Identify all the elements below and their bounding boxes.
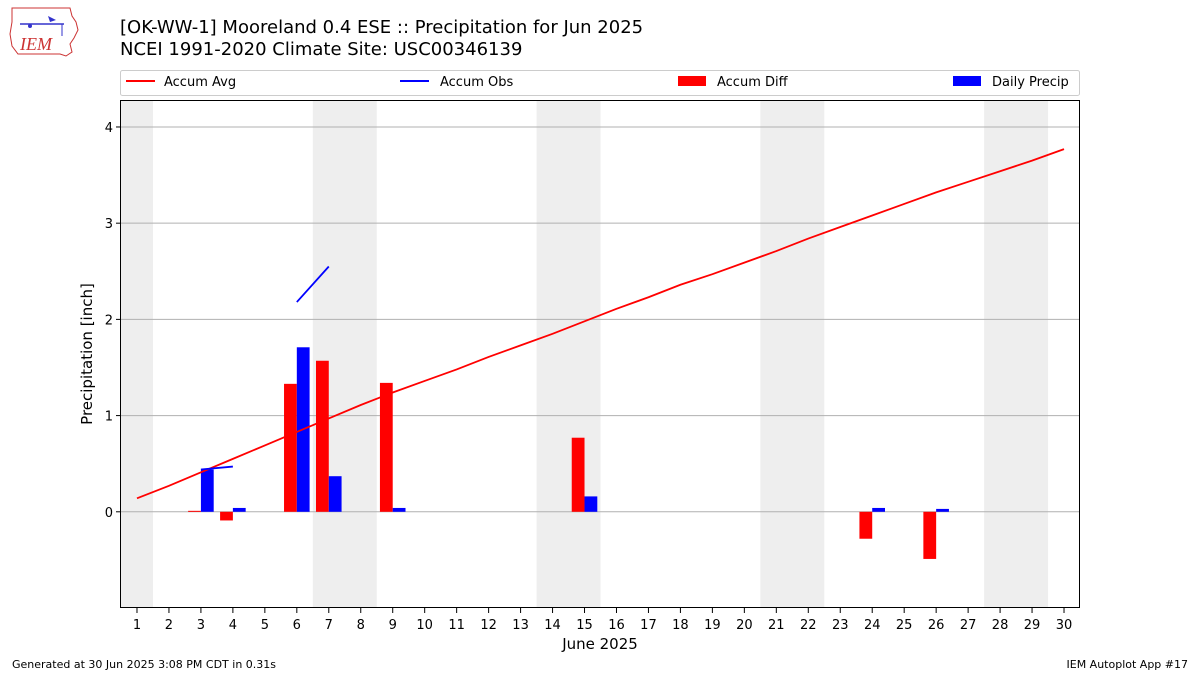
x-tick-label: 29	[1024, 618, 1041, 633]
chart-title: [OK-WW-1] Mooreland 0.4 ESE :: Precipita…	[120, 17, 644, 38]
x-tick-label: 23	[832, 618, 849, 633]
x-tick-label: 11	[448, 618, 465, 633]
daily-precip-bar	[200, 469, 214, 512]
x-tick-label: 30	[1056, 618, 1073, 633]
accum-diff-bar	[315, 360, 329, 512]
x-tick-label: 25	[896, 618, 913, 633]
accum-diff-bar	[188, 510, 201, 512]
daily-precip-bar	[872, 507, 886, 512]
gridlines	[121, 126, 1080, 513]
accum-diff-bar	[571, 437, 585, 512]
legend: Accum Avg Accum Obs Accum Diff Daily Pre…	[120, 70, 1080, 96]
legend-swatch-daily-precip	[953, 76, 981, 86]
x-tick-label: 2	[165, 618, 173, 633]
x-tick-label: 16	[608, 618, 625, 633]
x-axis-label: June 2025	[561, 635, 638, 653]
x-tick-label: 1	[133, 618, 141, 633]
x-tick-label: 21	[768, 618, 785, 633]
y-tick-label: 1	[105, 410, 113, 425]
legend-swatch-accum-diff	[678, 76, 706, 86]
x-tick-label: 26	[928, 618, 945, 633]
y-tick-label: 0	[105, 506, 113, 521]
footer-app: IEM Autoplot App #17	[1066, 658, 1189, 671]
y-tick-label: 4	[105, 121, 113, 136]
x-tick-label: 13	[512, 618, 529, 633]
accum-diff-bar	[859, 511, 873, 539]
accum-diff-bar	[220, 511, 233, 521]
weekend-shade	[536, 101, 601, 608]
accum-avg-line	[136, 148, 1065, 500]
accum-diff-bar	[923, 511, 937, 559]
x-tick-label: 14	[544, 618, 561, 633]
daily-precip-bar	[232, 507, 246, 512]
legend-label-accum-avg: Accum Avg	[164, 75, 236, 90]
legend-label-daily-precip: Daily Precip	[992, 75, 1069, 90]
x-tick-label: 17	[640, 618, 657, 633]
x-tick-label: 28	[992, 618, 1009, 633]
y-axis-label: Precipitation [inch]	[78, 283, 96, 425]
x-tick-label: 7	[325, 618, 333, 633]
accum-diff-bar	[284, 383, 297, 512]
daily-precip-bar	[296, 347, 310, 512]
footer-generated: Generated at 30 Jun 2025 3:08 PM CDT in …	[12, 658, 277, 671]
y-tick-label: 2	[105, 313, 113, 328]
daily-precip-bar	[936, 508, 949, 512]
daily-precip-bar	[392, 507, 406, 512]
chart-subtitle: NCEI 1991-2020 Climate Site: USC00346139	[120, 39, 523, 60]
x-tick-label: 4	[229, 618, 237, 633]
x-tick-label: 12	[480, 618, 497, 633]
x-tick-label: 27	[960, 618, 977, 633]
weekend-shade	[760, 101, 825, 608]
legend-label-accum-obs: Accum Obs	[440, 75, 513, 90]
weekend-shade	[984, 101, 1049, 608]
x-tick-label: 24	[864, 618, 881, 633]
legend-label-accum-diff: Accum Diff	[717, 75, 789, 90]
x-tick-label: 5	[261, 618, 269, 633]
x-tick-label: 8	[357, 618, 365, 633]
daily-precip-bar	[584, 496, 598, 512]
x-tick-label: 19	[704, 618, 721, 633]
weekend-shade	[121, 101, 153, 608]
lines	[136, 148, 1065, 500]
daily-precip-bar	[328, 476, 342, 512]
x-axis: 1 2 3 4 5 6 7 8 9 10 11 12 13 14 15 16 17 18 19 20 21 22 23 24 2…	[133, 608, 1072, 633]
x-tick-label: 15	[576, 618, 593, 633]
iem-logo: IEM	[9, 7, 79, 57]
weekend-shade	[312, 101, 377, 608]
legend-frame	[120, 70, 1080, 96]
accum-obs-line	[296, 265, 330, 303]
bars	[188, 347, 949, 559]
x-tick-label: 10	[416, 618, 433, 633]
x-tick-label: 9	[389, 618, 397, 633]
plot-frame	[120, 100, 1080, 608]
y-tick-label: 3	[105, 217, 113, 232]
x-tick-label: 22	[800, 618, 817, 633]
logo-text: IEM	[19, 34, 53, 54]
accum-obs-line	[200, 465, 233, 471]
accum-diff-bar	[379, 382, 393, 512]
x-tick-label: 3	[197, 618, 205, 633]
weekend-shading	[121, 101, 1049, 608]
x-tick-label: 18	[672, 618, 689, 633]
x-tick-label: 6	[293, 618, 301, 633]
y-axis: 0 1 2 3 4	[105, 121, 121, 521]
x-tick-label: 20	[736, 618, 753, 633]
